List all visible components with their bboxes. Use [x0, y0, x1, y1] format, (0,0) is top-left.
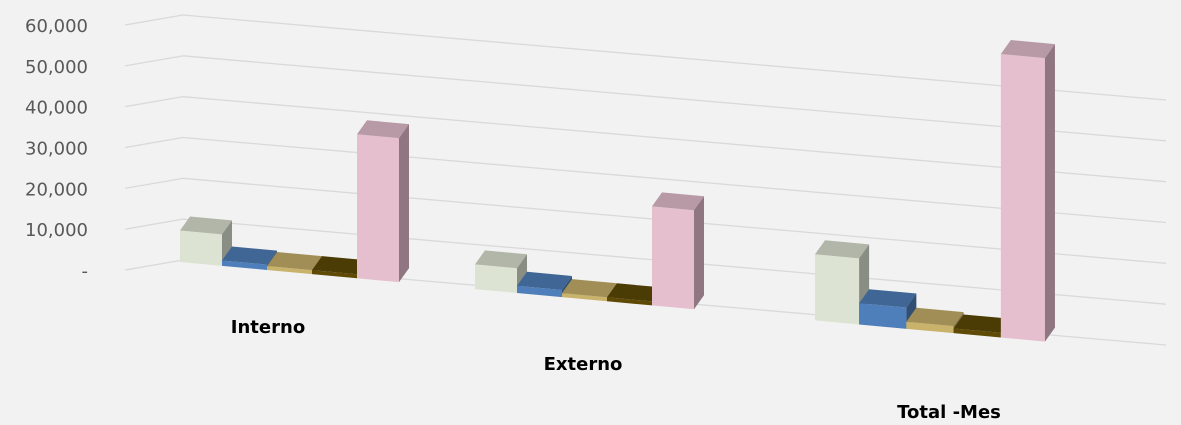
x-category-label: Interno	[231, 317, 305, 338]
gridline-left	[125, 260, 183, 270]
bar-front	[652, 206, 694, 309]
bar-front	[815, 254, 859, 324]
y-tick-label: 20,000	[25, 179, 88, 200]
y-tick-label: 30,000	[25, 139, 88, 160]
y-tick-label: 60,000	[25, 16, 88, 37]
gridline-left	[125, 219, 183, 229]
bar-side	[399, 124, 409, 282]
y-axis-ticks: - 10,000 20,000 30,000 40,000 50,000 60,000	[25, 16, 88, 282]
y-tick-label: 50,000	[25, 57, 88, 78]
bar	[357, 120, 409, 282]
bar-front	[180, 231, 222, 266]
bar-front	[1001, 54, 1045, 342]
bar-front	[859, 303, 906, 329]
bar-side	[694, 196, 704, 309]
gridline-left	[125, 97, 183, 107]
bar-front	[475, 264, 517, 293]
x-category-label: Total -Mes	[897, 402, 1001, 423]
gridline-left	[125, 56, 183, 66]
bars	[180, 40, 1055, 342]
y-tick-label: 40,000	[25, 98, 88, 119]
y-tick-label: 10,000	[25, 220, 88, 241]
bar-front	[357, 134, 399, 282]
bar-side	[1045, 44, 1055, 342]
bar	[652, 192, 704, 309]
x-category-label: Externo	[544, 354, 623, 375]
x-axis-categories: Interno Externo Total -Mes	[231, 317, 1001, 423]
bar	[1001, 40, 1055, 342]
y-tick-label: -	[82, 261, 89, 282]
gridline-left	[125, 178, 183, 188]
gridline-left	[125, 15, 183, 25]
gridline-left	[125, 138, 183, 148]
